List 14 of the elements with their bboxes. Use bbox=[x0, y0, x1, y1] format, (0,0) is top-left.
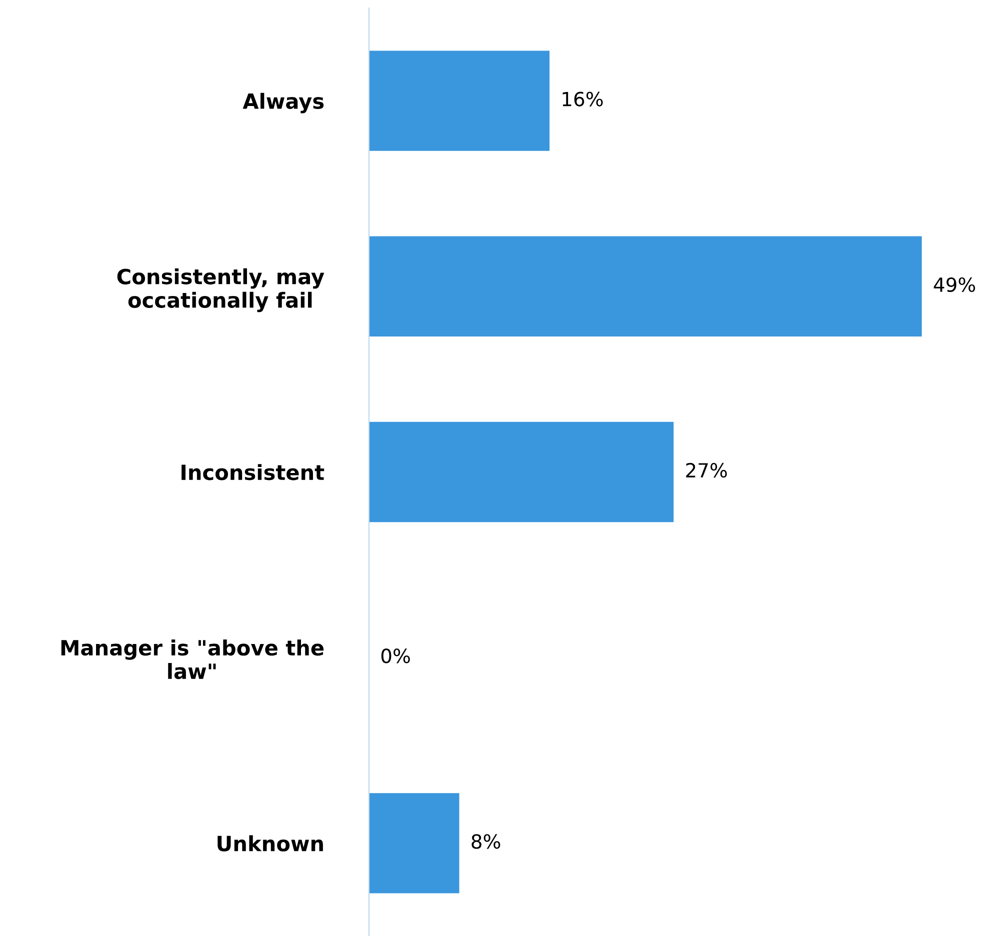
data-label: 0% bbox=[381, 648, 410, 664]
y-tick-label: Inconsistent bbox=[182, 464, 324, 480]
bar bbox=[369, 236, 922, 337]
bar bbox=[369, 50, 550, 151]
bar bbox=[369, 422, 674, 522]
y-tick-label: Manager is "above the law" bbox=[61, 640, 324, 680]
data-label: 27% bbox=[686, 462, 727, 478]
data-label: 49% bbox=[934, 277, 976, 292]
y-tick-label: Always bbox=[242, 92, 324, 114]
data-label: 8% bbox=[472, 834, 500, 849]
data-label: 16% bbox=[562, 92, 603, 106]
y-tick-label: Consistently, may occationally fail bbox=[117, 268, 324, 312]
y-tick-label: Unknown bbox=[218, 835, 323, 852]
bar bbox=[369, 793, 460, 894]
